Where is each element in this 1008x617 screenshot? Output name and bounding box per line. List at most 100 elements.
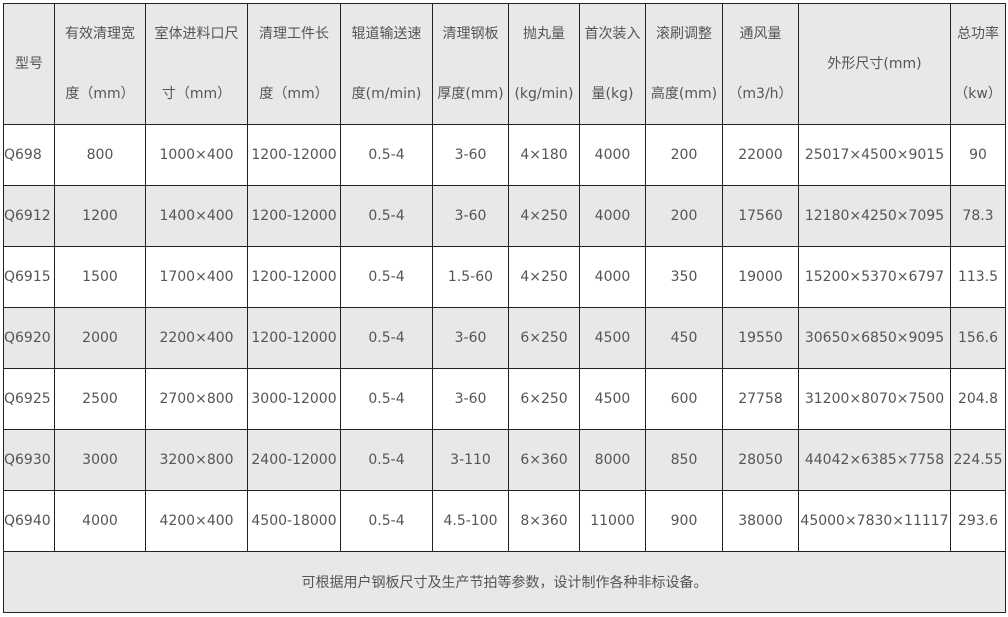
header-line-1: 抛丸量 (523, 26, 565, 42)
spec-table: 型号 有效清理宽度（mm） 室体进料口尺 寸（mm） 清理工件长度（mm） 辊道输送速度(… (3, 3, 1006, 613)
table-cell: 4000 (579, 185, 646, 247)
table-cell: 4.5-100 (432, 490, 509, 552)
table-cell: 1200-12000 (247, 307, 341, 369)
header-line-2: 高度(mm) (650, 86, 718, 102)
table-row: Q6940 4000 4200×400 4500-18000 0.5-4 4.5-100 8… (3, 490, 1006, 552)
header-line-2: （kw） (954, 86, 1002, 102)
column-header: 首次装入量(kg) (579, 3, 646, 125)
table-cell: 45000×7830×11117 (798, 490, 951, 552)
table-cell: 4500 (579, 368, 646, 430)
table-cell: 156.6 (950, 307, 1006, 369)
table-row: Q6920 2000 2200×400 1200-12000 0.5-4 3-60 6×25… (3, 307, 1006, 369)
header-line-1: 室体进料口尺 (154, 26, 239, 42)
table-cell: Q6920 (3, 307, 55, 369)
table-cell: 4000 (54, 490, 146, 552)
table-cell: 600 (645, 368, 723, 430)
table-cell: 4000 (579, 246, 646, 308)
table-cell: 1.5-60 (432, 246, 509, 308)
table-cell: 3-60 (432, 368, 509, 430)
header-row: 型号 有效清理宽度（mm） 室体进料口尺 寸（mm） 清理工件长度（mm） 辊道输送速度(… (3, 3, 1006, 125)
table-cell: 0.5-4 (340, 185, 433, 247)
table-cell: 4000 (579, 124, 646, 186)
footer-note: 可根据用户钢板尺寸及生产节拍等参数，设计制作各种非标设备。 (3, 551, 1006, 613)
table-row: Q698 800 1000×400 1200-12000 0.5-4 3-60 4×180 4… (3, 124, 1006, 186)
table-cell: 31200×8070×7500 (798, 368, 951, 430)
header-line-2: 厚度(mm) (437, 86, 504, 102)
header-line-1: 清理钢板 (442, 26, 499, 42)
table-cell: 90 (950, 124, 1006, 186)
table-cell: 25017×4500×9015 (798, 124, 951, 186)
table-cell: 2700×800 (145, 368, 248, 430)
header-line-2: 度（mm） (259, 86, 329, 102)
table-cell: 0.5-4 (340, 246, 433, 308)
table-cell: 350 (645, 246, 723, 308)
table-cell: 78.3 (950, 185, 1006, 247)
table-cell: Q6940 (3, 490, 55, 552)
header-line-1: 首次装入 (584, 26, 641, 42)
table-cell: Q6925 (3, 368, 55, 430)
column-header: 滚刷调整高度(mm) (645, 3, 723, 125)
table-cell: 27758 (722, 368, 799, 430)
table-row: Q6915 1500 1700×400 1200-12000 0.5-4 1.5-60 4×… (3, 246, 1006, 308)
table-cell: 0.5-4 (340, 429, 433, 491)
header-line-2: (kg/min) (514, 86, 574, 102)
table-cell: 850 (645, 429, 723, 491)
table-row: Q6930 3000 3200×800 2400-12000 0.5-4 3-110 6×3… (3, 429, 1006, 491)
table-cell: Q698 (3, 124, 55, 186)
table-cell: 3000-12000 (247, 368, 341, 430)
table-row: Q6925 2500 2700×800 3000-12000 0.5-4 3-60 6×25… (3, 368, 1006, 430)
column-header: 总功率 （kw） (950, 3, 1006, 125)
table-cell: Q6930 (3, 429, 55, 491)
table-cell: 3-60 (432, 307, 509, 369)
column-header: 通风量 （m3/h） (722, 3, 799, 125)
header-line-2: 度（mm） (65, 86, 135, 102)
column-header: 清理钢板厚度(mm) (432, 3, 509, 125)
table-cell: 1200-12000 (247, 124, 341, 186)
table-cell: Q6912 (3, 185, 55, 247)
table-cell: 224.55 (950, 429, 1006, 491)
header-line-1: 清理工件长 (259, 26, 329, 42)
header-line-1: 辊道输送速 (351, 26, 422, 42)
table-cell: 38000 (722, 490, 799, 552)
table-cell: 6×360 (508, 429, 580, 491)
table-cell: 200 (645, 124, 723, 186)
table-cell: 4×250 (508, 246, 580, 308)
table-cell: 4×180 (508, 124, 580, 186)
column-header: 辊道输送速度(m/min) (340, 3, 433, 125)
header-line-2: 寸（mm） (161, 86, 232, 102)
table-cell: 44042×6385×7758 (798, 429, 951, 491)
table-cell: 2400-12000 (247, 429, 341, 491)
footer-row: 可根据用户钢板尺寸及生产节拍等参数，设计制作各种非标设备。 (3, 551, 1006, 613)
table-cell: 17560 (722, 185, 799, 247)
table-cell: 4500-18000 (247, 490, 341, 552)
table-cell: 0.5-4 (340, 490, 433, 552)
table-cell: 12180×4250×7095 (798, 185, 951, 247)
table-cell: 19000 (722, 246, 799, 308)
table-cell: 800 (54, 124, 146, 186)
table-cell: 1700×400 (145, 246, 248, 308)
table-cell: Q6915 (3, 246, 55, 308)
table-cell: 113.5 (950, 246, 1006, 308)
table-cell: 4×250 (508, 185, 580, 247)
table-cell: 11000 (579, 490, 646, 552)
table-cell: 19550 (722, 307, 799, 369)
header-line-2: 量(kg) (591, 86, 634, 102)
header-line-1: 滚刷调整 (656, 26, 712, 42)
table-cell: 1200 (54, 185, 146, 247)
column-header: 型号 (3, 3, 55, 125)
table-cell: 28050 (722, 429, 799, 491)
header-line-1: 外形尺寸(mm) (827, 56, 922, 72)
table-cell: 4500 (579, 307, 646, 369)
header-line-2: 度(m/min) (351, 86, 422, 102)
table-cell: 1500 (54, 246, 146, 308)
table-cell: 30650×6850×9095 (798, 307, 951, 369)
table-cell: 293.6 (950, 490, 1006, 552)
column-header: 室体进料口尺 寸（mm） (145, 3, 248, 125)
table-cell: 4200×400 (145, 490, 248, 552)
table-cell: 2200×400 (145, 307, 248, 369)
table-cell: 6×250 (508, 307, 580, 369)
table-cell: 6×250 (508, 368, 580, 430)
column-header: 外形尺寸(mm) (798, 3, 951, 125)
header-line-1: 有效清理宽 (65, 26, 135, 42)
table-cell: 3-110 (432, 429, 509, 491)
